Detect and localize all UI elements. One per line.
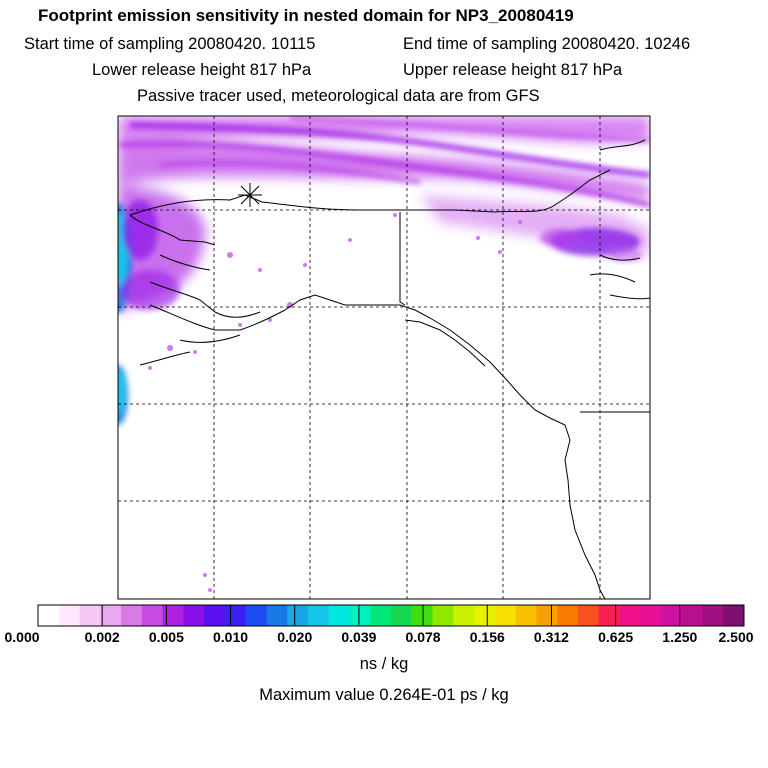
colorbar-units: ns / kg — [359, 655, 409, 673]
colorbar-segment — [141, 605, 164, 626]
colorbar-segment — [370, 605, 392, 626]
colorbar-segment — [432, 605, 454, 626]
colorbar-tick-label: 0.078 — [405, 629, 441, 645]
colorbar-tick-label: 0.039 — [341, 629, 377, 645]
colorbar-segment — [536, 605, 558, 626]
colorbar-tick-label: 2.500 — [718, 629, 754, 645]
colorbar-segment — [681, 605, 703, 626]
colorbar-segment — [702, 605, 724, 626]
colorbar-segment — [660, 605, 683, 626]
colorbar-segment — [349, 605, 371, 626]
colorbar-tick-label: 0.020 — [277, 629, 313, 645]
colorbar-segment — [162, 605, 184, 626]
colorbar-segment — [598, 605, 620, 626]
colorbar-segment — [79, 605, 101, 626]
colorbar-segment — [287, 605, 309, 626]
colorbar-segment — [411, 605, 434, 626]
map-title: Footprint emission sensitivity in nested… — [38, 6, 574, 25]
colorbar-tick-label: 0.005 — [148, 629, 184, 645]
colorbar-tick-label: 0.010 — [213, 629, 249, 645]
end-time: End time of sampling 20080420. 10246 — [403, 35, 691, 53]
tracer-info: Passive tracer used, meteorological data… — [137, 87, 540, 105]
colorbar — [38, 605, 745, 626]
colorbar-segment — [266, 605, 288, 626]
lower-release-height: Lower release height 817 hPa — [92, 61, 312, 79]
colorbar-segment — [474, 605, 496, 626]
upper-release-height: Upper release height 817 hPa — [403, 61, 623, 79]
colorbar-segment — [204, 605, 226, 626]
colorbar-segment — [183, 605, 205, 626]
colorbar-segment — [328, 605, 350, 626]
colorbar-segment — [100, 605, 122, 626]
colorbar-segment — [121, 605, 143, 626]
map-frame — [117, 115, 651, 600]
start-time: Start time of sampling 20080420. 10115 — [24, 35, 316, 53]
colorbar-segment — [58, 605, 81, 626]
colorbar-segment — [515, 605, 537, 626]
colorbar-segment — [391, 605, 413, 626]
colorbar-tick-label: 0.156 — [469, 629, 505, 645]
max-value: Maximum value 0.264E-01 ps / kg — [259, 686, 509, 704]
colorbar-segment — [577, 605, 600, 626]
colorbar-segment — [723, 605, 745, 626]
colorbar-segment — [619, 605, 641, 626]
map-background — [118, 116, 650, 599]
colorbar-segment — [453, 605, 475, 626]
colorbar-tick-label: 1.250 — [662, 629, 698, 645]
colorbar-tick-label: 0.625 — [598, 629, 634, 645]
colorbar-tick-label: 0.000 — [4, 629, 40, 645]
colorbar-tick-label: 0.002 — [84, 629, 120, 645]
colorbar-tick-label: 0.312 — [533, 629, 569, 645]
coastlines — [129, 139, 650, 599]
colorbar-segment — [245, 605, 267, 626]
lat-lon-grid — [118, 116, 650, 599]
colorbar-segment — [557, 605, 579, 626]
colorbar-segment — [224, 605, 247, 626]
receptor-star-icon — [238, 183, 262, 207]
colorbar-segment — [38, 605, 60, 626]
political-borders — [399, 212, 650, 413]
colorbar-segment — [307, 605, 330, 626]
colorbar-segment — [494, 605, 517, 626]
colorbar-frame — [37, 604, 745, 627]
colorbar-segment — [640, 605, 662, 626]
